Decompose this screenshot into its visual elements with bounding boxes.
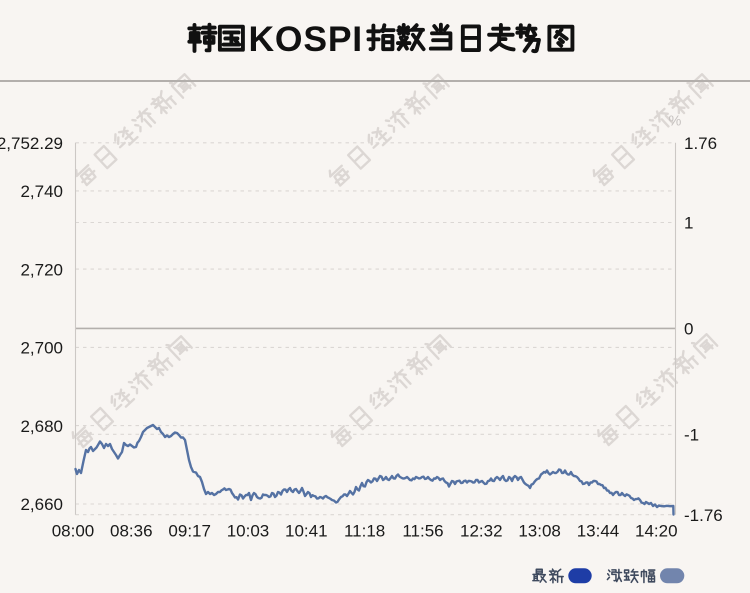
svg-text:14:20: 14:20 bbox=[635, 521, 678, 540]
svg-text:11:56: 11:56 bbox=[402, 521, 443, 540]
svg-text:2,720: 2,720 bbox=[20, 260, 63, 279]
svg-text:2,752.29: 2,752.29 bbox=[0, 134, 63, 153]
svg-text:1: 1 bbox=[684, 214, 693, 233]
svg-text:13:08: 13:08 bbox=[518, 521, 561, 540]
svg-text:10:03: 10:03 bbox=[227, 521, 270, 540]
svg-text:2,700: 2,700 bbox=[20, 339, 63, 358]
svg-text:%: % bbox=[669, 114, 682, 130]
svg-text:-1: -1 bbox=[684, 426, 699, 445]
svg-text:1.76: 1.76 bbox=[684, 134, 717, 153]
svg-text:13:44: 13:44 bbox=[577, 521, 620, 540]
svg-text:11:18: 11:18 bbox=[344, 521, 385, 540]
svg-text:2,740: 2,740 bbox=[20, 182, 63, 201]
svg-text:08:00: 08:00 bbox=[52, 521, 95, 540]
svg-text:-1.76: -1.76 bbox=[684, 506, 723, 525]
svg-text:0: 0 bbox=[684, 320, 693, 339]
svg-text:09:17: 09:17 bbox=[168, 521, 211, 540]
svg-text:2,680: 2,680 bbox=[20, 417, 63, 436]
svg-text:2,660: 2,660 bbox=[20, 495, 63, 514]
svg-text:KOSPI: KOSPI bbox=[249, 19, 363, 59]
svg-text:10:41: 10:41 bbox=[285, 521, 328, 540]
svg-text:12:32: 12:32 bbox=[460, 521, 503, 540]
svg-text:08:36: 08:36 bbox=[110, 521, 153, 540]
